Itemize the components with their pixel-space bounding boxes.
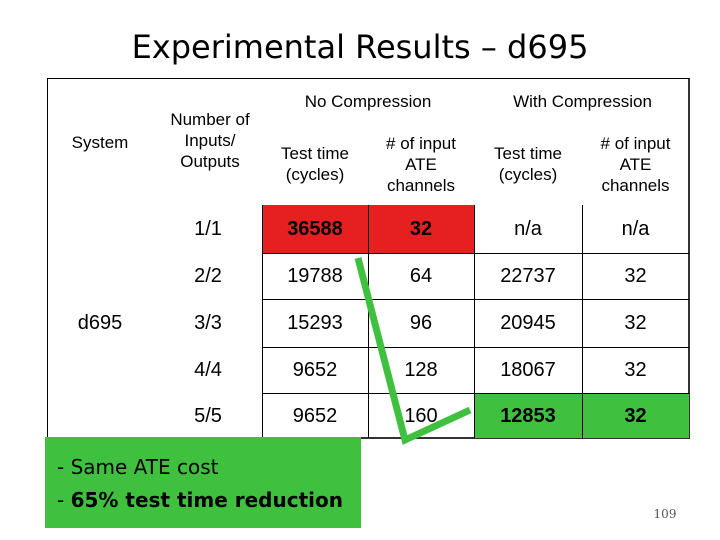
row1-wc-time: n/a xyxy=(514,218,542,240)
row1-nc-time: 36588 xyxy=(262,205,368,253)
page-number: 109 xyxy=(653,507,677,521)
results-table: System Number of Inputs/ Outputs No Comp… xyxy=(47,78,690,439)
row4-io: 4/4 xyxy=(194,359,222,381)
row3-nc-channels: 96 xyxy=(409,312,433,334)
row1-io: 1/1 xyxy=(194,218,222,240)
row1-nc-channels: 32 xyxy=(368,205,474,253)
row5-nc-time: 9652 xyxy=(292,404,338,427)
row2-io: 2/2 xyxy=(194,265,222,287)
row2-nc-channels: 64 xyxy=(409,265,433,287)
callout-dash: - xyxy=(57,488,71,512)
header-wc-ate-channels: # of input ATE channels xyxy=(600,133,671,195)
header-nc-ate-channels: # of input ATE channels xyxy=(386,133,456,195)
row4-nc-time: 9652 xyxy=(292,359,338,381)
system-value: d695 xyxy=(77,311,123,334)
grid-line xyxy=(262,205,263,438)
header-nc-test-time: Test time (cycles) xyxy=(280,144,350,184)
callout-line-reduction: - 65% test time reduction xyxy=(57,484,361,517)
row3-nc-time: 15293 xyxy=(287,312,343,334)
grid-line xyxy=(262,393,689,394)
grid-line xyxy=(262,253,689,254)
row5-io: 5/5 xyxy=(194,404,222,427)
header-wc-test-time: Test time (cycles) xyxy=(493,144,563,184)
row4-wc-channels: 32 xyxy=(624,359,647,381)
row3-io: 3/3 xyxy=(194,312,222,334)
row5-wc-channels: 32 xyxy=(582,393,689,438)
header-no-compression: No Compression xyxy=(304,91,432,111)
grid-line xyxy=(262,299,689,300)
row2-wc-time: 22737 xyxy=(500,265,556,287)
callout-reduction-text: 65% test time reduction xyxy=(70,488,343,512)
grid-line xyxy=(582,205,583,438)
grid-line xyxy=(474,205,475,438)
row3-wc-channels: 32 xyxy=(624,312,647,334)
row5-wc-time: 12853 xyxy=(474,393,582,438)
row5-nc-channels: 160 xyxy=(404,404,438,427)
comparison-arrow-line xyxy=(354,257,472,445)
row2-nc-time: 19788 xyxy=(287,265,343,287)
row4-wc-time: 18067 xyxy=(500,359,556,381)
row2-wc-channels: 32 xyxy=(624,265,647,287)
slide-title: Experimental Results – d695 xyxy=(131,28,589,66)
header-with-compression: With Compression xyxy=(513,91,652,111)
conclusion-callout: - Same ATE cost - 65% test time reductio… xyxy=(45,437,361,528)
header-io: Number of Inputs/ Outputs xyxy=(170,109,250,171)
grid-line xyxy=(262,347,689,348)
row3-wc-time: 20945 xyxy=(500,312,556,334)
header-system: System xyxy=(71,132,129,152)
callout-line-ate-cost: - Same ATE cost xyxy=(57,455,219,479)
row4-nc-channels: 128 xyxy=(404,359,438,381)
row1-wc-channels: n/a xyxy=(621,218,650,240)
grid-line xyxy=(368,205,369,438)
